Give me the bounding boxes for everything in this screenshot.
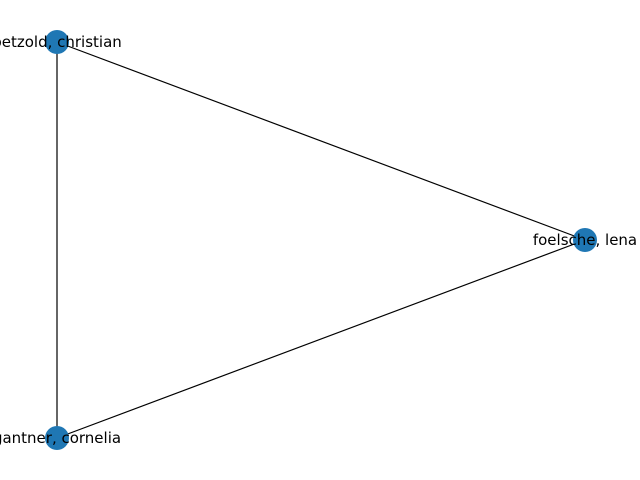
node-layer — [45, 30, 597, 450]
node-petzold — [45, 30, 69, 54]
edge-foelsche-gantner — [56, 239, 586, 439]
edge-layer — [56, 41, 586, 439]
label-layer: petzold, christian foelsche, lena gantne… — [0, 33, 637, 447]
edge-petzold-foelsche — [56, 41, 586, 241]
node-label-gantner: gantner, cornelia — [0, 429, 121, 447]
node-label-petzold: petzold, christian — [0, 33, 122, 51]
node-label-foelsche: foelsche, lena — [533, 231, 637, 249]
node-gantner — [45, 426, 69, 450]
node-foelsche — [573, 228, 597, 252]
